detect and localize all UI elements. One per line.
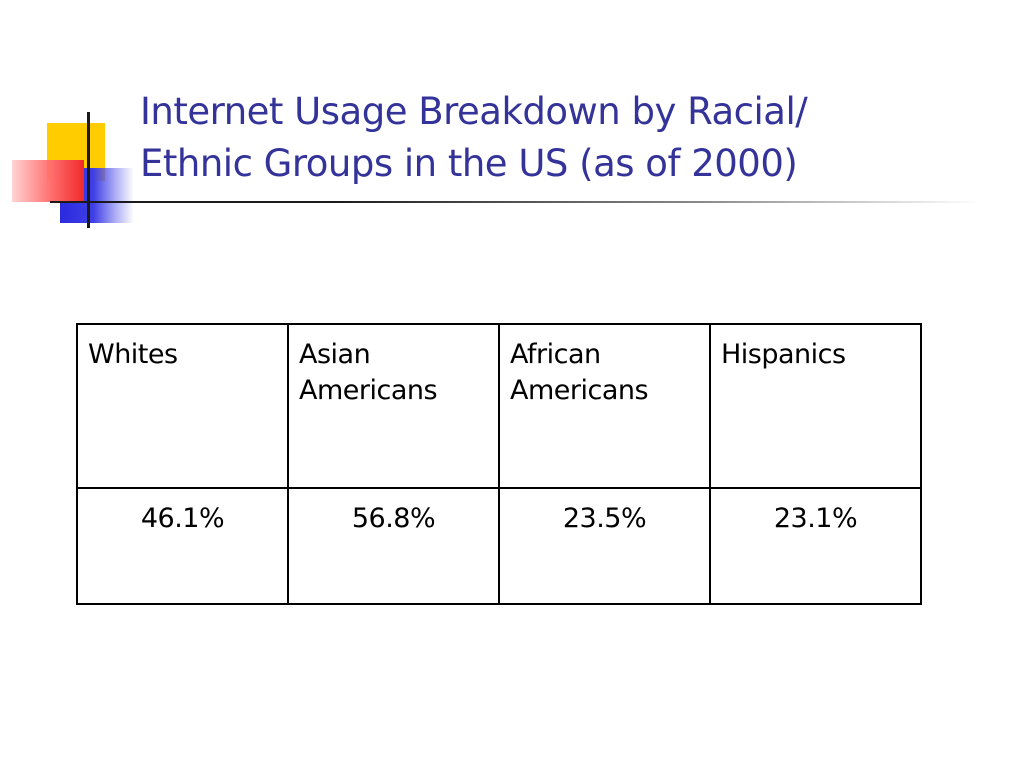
header-cell-asian-americans: Asian Americans bbox=[287, 323, 500, 489]
title-underline-decoration bbox=[50, 201, 980, 203]
header-label-asian-americans-line-1: Asian bbox=[299, 339, 371, 370]
red-bar-decoration bbox=[12, 160, 84, 202]
header-cell-whites: Whites bbox=[76, 323, 289, 489]
value-cell-asian-americans: 56.8% bbox=[287, 487, 500, 605]
value-cell-whites: 46.1% bbox=[76, 487, 289, 605]
header-label-african-americans-line-2: Americans bbox=[510, 375, 649, 406]
vertical-line-decoration bbox=[87, 112, 90, 228]
internet-usage-table: Whites Asian Americans African Americans… bbox=[76, 323, 922, 605]
value-cell-african-americans: 23.5% bbox=[498, 487, 711, 605]
header-cell-african-americans: African Americans bbox=[498, 323, 711, 489]
table-value-row: 46.1% 56.8% 23.5% 23.1% bbox=[76, 487, 922, 605]
slide-title-line-2: Ethnic Groups in the US (as of 2000) bbox=[140, 142, 798, 185]
header-label-whites: Whites bbox=[88, 339, 178, 370]
slide-title-line-1: Internet Usage Breakdown by Racial/ bbox=[140, 90, 808, 133]
decorative-corner-graphic bbox=[0, 0, 160, 240]
value-cell-hispanics: 23.1% bbox=[709, 487, 922, 605]
header-label-african-americans-line-1: African bbox=[510, 339, 601, 370]
slide-title: Internet Usage Breakdown by Racial/ Ethn… bbox=[140, 86, 1000, 190]
header-label-asian-americans-line-2: Americans bbox=[299, 375, 438, 406]
header-cell-hispanics: Hispanics bbox=[709, 323, 922, 489]
table-header-row: Whites Asian Americans African Americans… bbox=[76, 323, 922, 489]
header-label-hispanics: Hispanics bbox=[721, 339, 846, 370]
